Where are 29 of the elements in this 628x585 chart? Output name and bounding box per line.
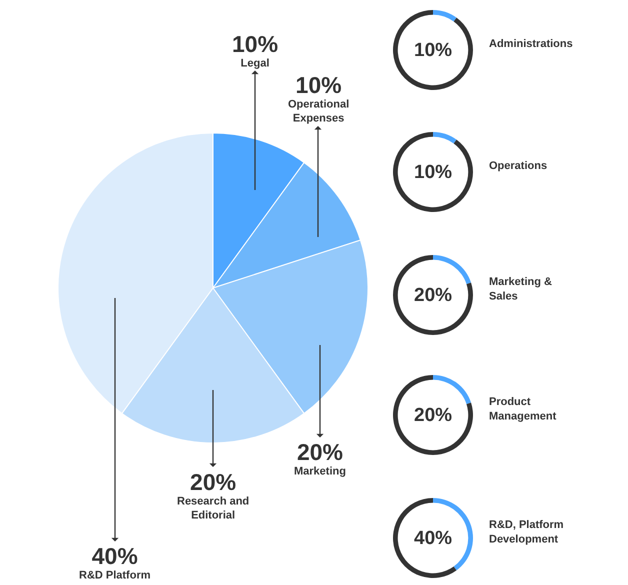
donut-slice [433,375,472,404]
text: 10% [414,162,452,183]
data-label: 20% [296,439,344,465]
donut-slice [393,255,473,335]
donut-slice [433,255,472,284]
donut-slice [393,498,457,578]
text: 40% [414,528,452,549]
text: 20% [414,405,452,426]
text: Marketing & Sales [489,276,552,302]
text: 20% [414,285,452,306]
text: 10% [414,40,452,61]
text: Product Management [489,396,557,422]
data-label: 40% [92,543,138,569]
donut-slice [393,375,473,455]
donut-slice [433,132,457,144]
donut-slice [433,10,457,22]
donut-slice [393,132,473,212]
slice-label: Research and Editorial [177,495,250,522]
slice-label: Operational Expenses [288,98,350,125]
text: R&D, Platform Development [489,519,564,546]
slice-label: Marketing [294,465,346,478]
data-label: 10% [232,31,278,57]
slice-label: R&D Platform [79,569,151,582]
donut-slice [393,10,473,90]
data-label: 10% [296,72,342,98]
slice-label: Legal [240,57,270,70]
data-label: 20% [190,469,236,495]
text: Administrations [489,38,573,50]
text: Operations [489,160,548,172]
